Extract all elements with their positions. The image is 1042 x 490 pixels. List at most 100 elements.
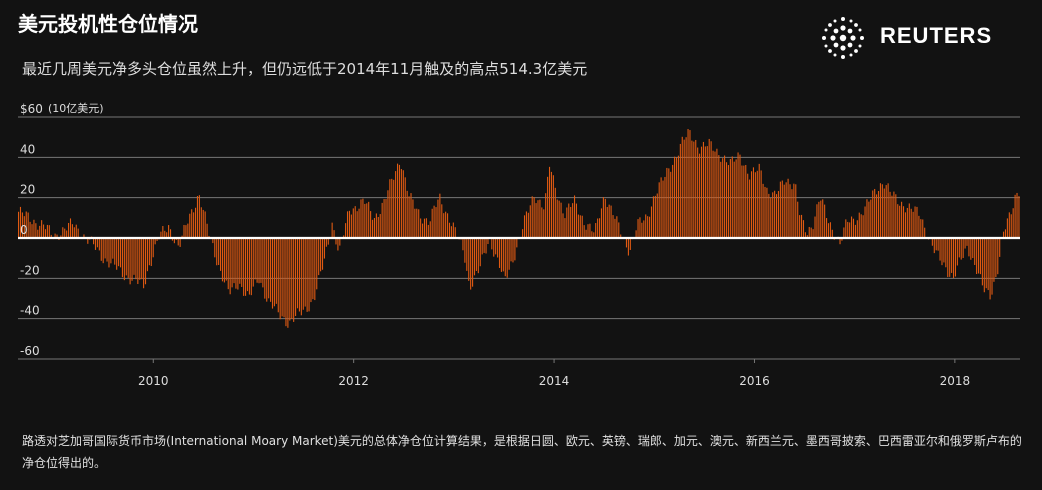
bar (364, 203, 366, 238)
bar (575, 203, 578, 238)
bar (385, 198, 387, 238)
bar (400, 169, 402, 238)
bar (562, 213, 564, 238)
bar (854, 224, 856, 238)
bar (829, 222, 831, 238)
bar (141, 238, 143, 280)
bar (495, 238, 497, 255)
bar (560, 202, 562, 238)
bar (262, 238, 264, 288)
bar (418, 209, 420, 238)
y-tick-label: 20 (20, 183, 35, 197)
bar (19, 206, 22, 238)
bar (106, 238, 108, 262)
bar (741, 165, 743, 238)
bar (316, 238, 318, 290)
bar (25, 211, 27, 238)
bar (999, 238, 1001, 257)
bar (346, 211, 349, 238)
bar (1014, 194, 1016, 238)
bar (818, 201, 820, 238)
bar (599, 218, 601, 238)
bar (94, 238, 97, 250)
bar (910, 208, 912, 238)
bar (627, 238, 629, 256)
bar (727, 165, 729, 238)
bar (387, 190, 389, 238)
bar (687, 129, 689, 238)
reuters-logo: REUTERS (816, 14, 1016, 62)
bar (318, 238, 320, 276)
bar (593, 232, 595, 238)
bar (822, 199, 824, 238)
bar (852, 218, 855, 238)
bar (404, 177, 406, 238)
bar (475, 238, 477, 271)
bar (791, 189, 793, 238)
bar (314, 238, 316, 301)
bar (793, 183, 795, 238)
bar (112, 238, 114, 259)
bar (720, 161, 722, 238)
bar (271, 238, 274, 309)
bar (135, 238, 137, 280)
bar (827, 223, 830, 238)
bar (864, 206, 866, 238)
bar (373, 218, 376, 238)
bar (118, 238, 120, 267)
bar (243, 238, 245, 296)
bar (437, 199, 439, 238)
bar (395, 171, 397, 238)
bar (270, 238, 272, 302)
bar (339, 238, 341, 246)
bar (762, 183, 764, 238)
bar (237, 238, 239, 290)
bar (398, 164, 401, 238)
bar (360, 199, 362, 238)
bar (206, 223, 208, 238)
bar (485, 238, 487, 254)
bar (33, 219, 35, 238)
bar (654, 195, 656, 238)
bar (87, 238, 89, 244)
bar (768, 193, 770, 238)
bar (1006, 218, 1008, 238)
bar (96, 238, 98, 248)
bar (645, 214, 647, 238)
x-tick-label: 2012 (338, 374, 369, 388)
bar (976, 238, 978, 275)
bar (804, 232, 806, 238)
bar (441, 204, 443, 238)
bar (889, 191, 891, 238)
bar (166, 232, 168, 238)
bar (198, 195, 200, 238)
bar (383, 199, 385, 238)
bar (31, 224, 33, 238)
bar (989, 238, 991, 300)
bar (716, 148, 718, 238)
bar (783, 184, 785, 238)
bar (724, 155, 726, 238)
bar (952, 238, 955, 278)
bar (148, 238, 150, 266)
bar (121, 238, 123, 278)
bar (450, 226, 452, 238)
bar (581, 215, 583, 238)
bar (56, 234, 58, 238)
bar (968, 238, 970, 257)
bar (845, 219, 847, 238)
bar (772, 192, 774, 238)
bar (54, 233, 56, 238)
bar (181, 235, 183, 238)
bar (64, 228, 66, 238)
bar (445, 211, 447, 238)
bar (466, 238, 468, 271)
bar (614, 218, 616, 238)
bar (420, 218, 422, 238)
bar (125, 238, 127, 276)
bar (756, 170, 758, 238)
bar (570, 206, 572, 238)
bar (877, 191, 880, 238)
bar (743, 165, 745, 238)
bar (250, 238, 252, 296)
